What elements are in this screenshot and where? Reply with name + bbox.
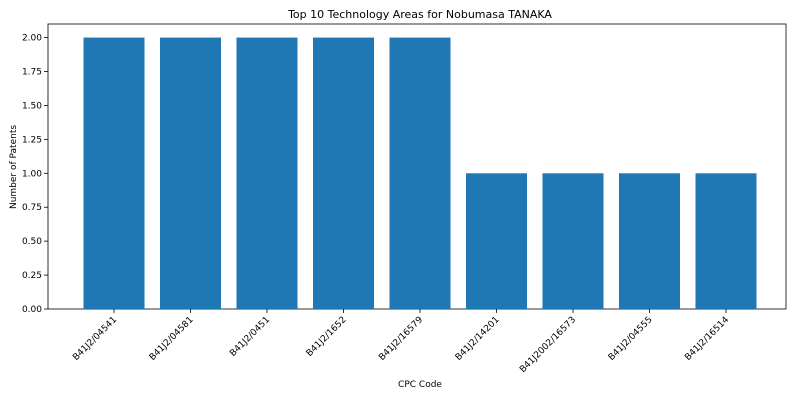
y-axis-label: Number of Patents [9,125,19,209]
plot-area: 0.00 0.25 0.50 0.75 1.00 1.25 1.50 1.75 2.00 B41… [22,24,786,375]
y-tick-label: 0.75 [22,203,42,213]
y-tick-label: 0.25 [22,271,42,281]
bar [313,38,374,309]
bar [84,38,145,309]
x-tick-label: B41J2/0451 [228,315,272,359]
bar [160,38,221,309]
x-tick-label: B41J2/16579 [377,315,425,363]
bar [237,38,298,309]
bar [696,173,757,309]
x-tick-label: B41J2/14201 [454,315,502,363]
chart-title: Top 10 Technology Areas for Nobumasa TAN… [287,8,552,21]
y-tick-label: 1.75 [22,68,42,78]
bar [619,173,680,309]
bar [390,38,451,309]
y-tick-label: 2.00 [22,34,42,44]
x-axis-label: CPC Code [398,380,442,390]
x-tick-label: B41J2/04541 [71,315,119,363]
y-tick-label: 1.50 [22,101,42,111]
x-tick-label: B41J2/16514 [683,315,731,363]
x-tick-label: B41J2002/16573 [518,315,578,375]
bar [543,173,604,309]
bar [466,173,527,309]
y-tick-label: 1.25 [22,135,42,145]
x-tick-label: B41J2/1652 [305,315,349,359]
y-tick-label: 1.00 [22,169,42,179]
bars-group [84,38,757,309]
y-tick-label: 0.50 [22,237,42,247]
x-tick-label: B41J2/04581 [148,315,196,363]
y-tick-label: 0.00 [22,305,42,315]
y-axis-ticks: 0.00 0.25 0.50 0.75 1.00 1.25 1.50 1.75 2.00 [22,34,48,315]
x-axis-ticks: B41J2/04541 B41J2/04581 B41J2/0451 B41J2/16… [71,309,731,375]
x-tick-label: B41J2/04555 [607,315,655,363]
